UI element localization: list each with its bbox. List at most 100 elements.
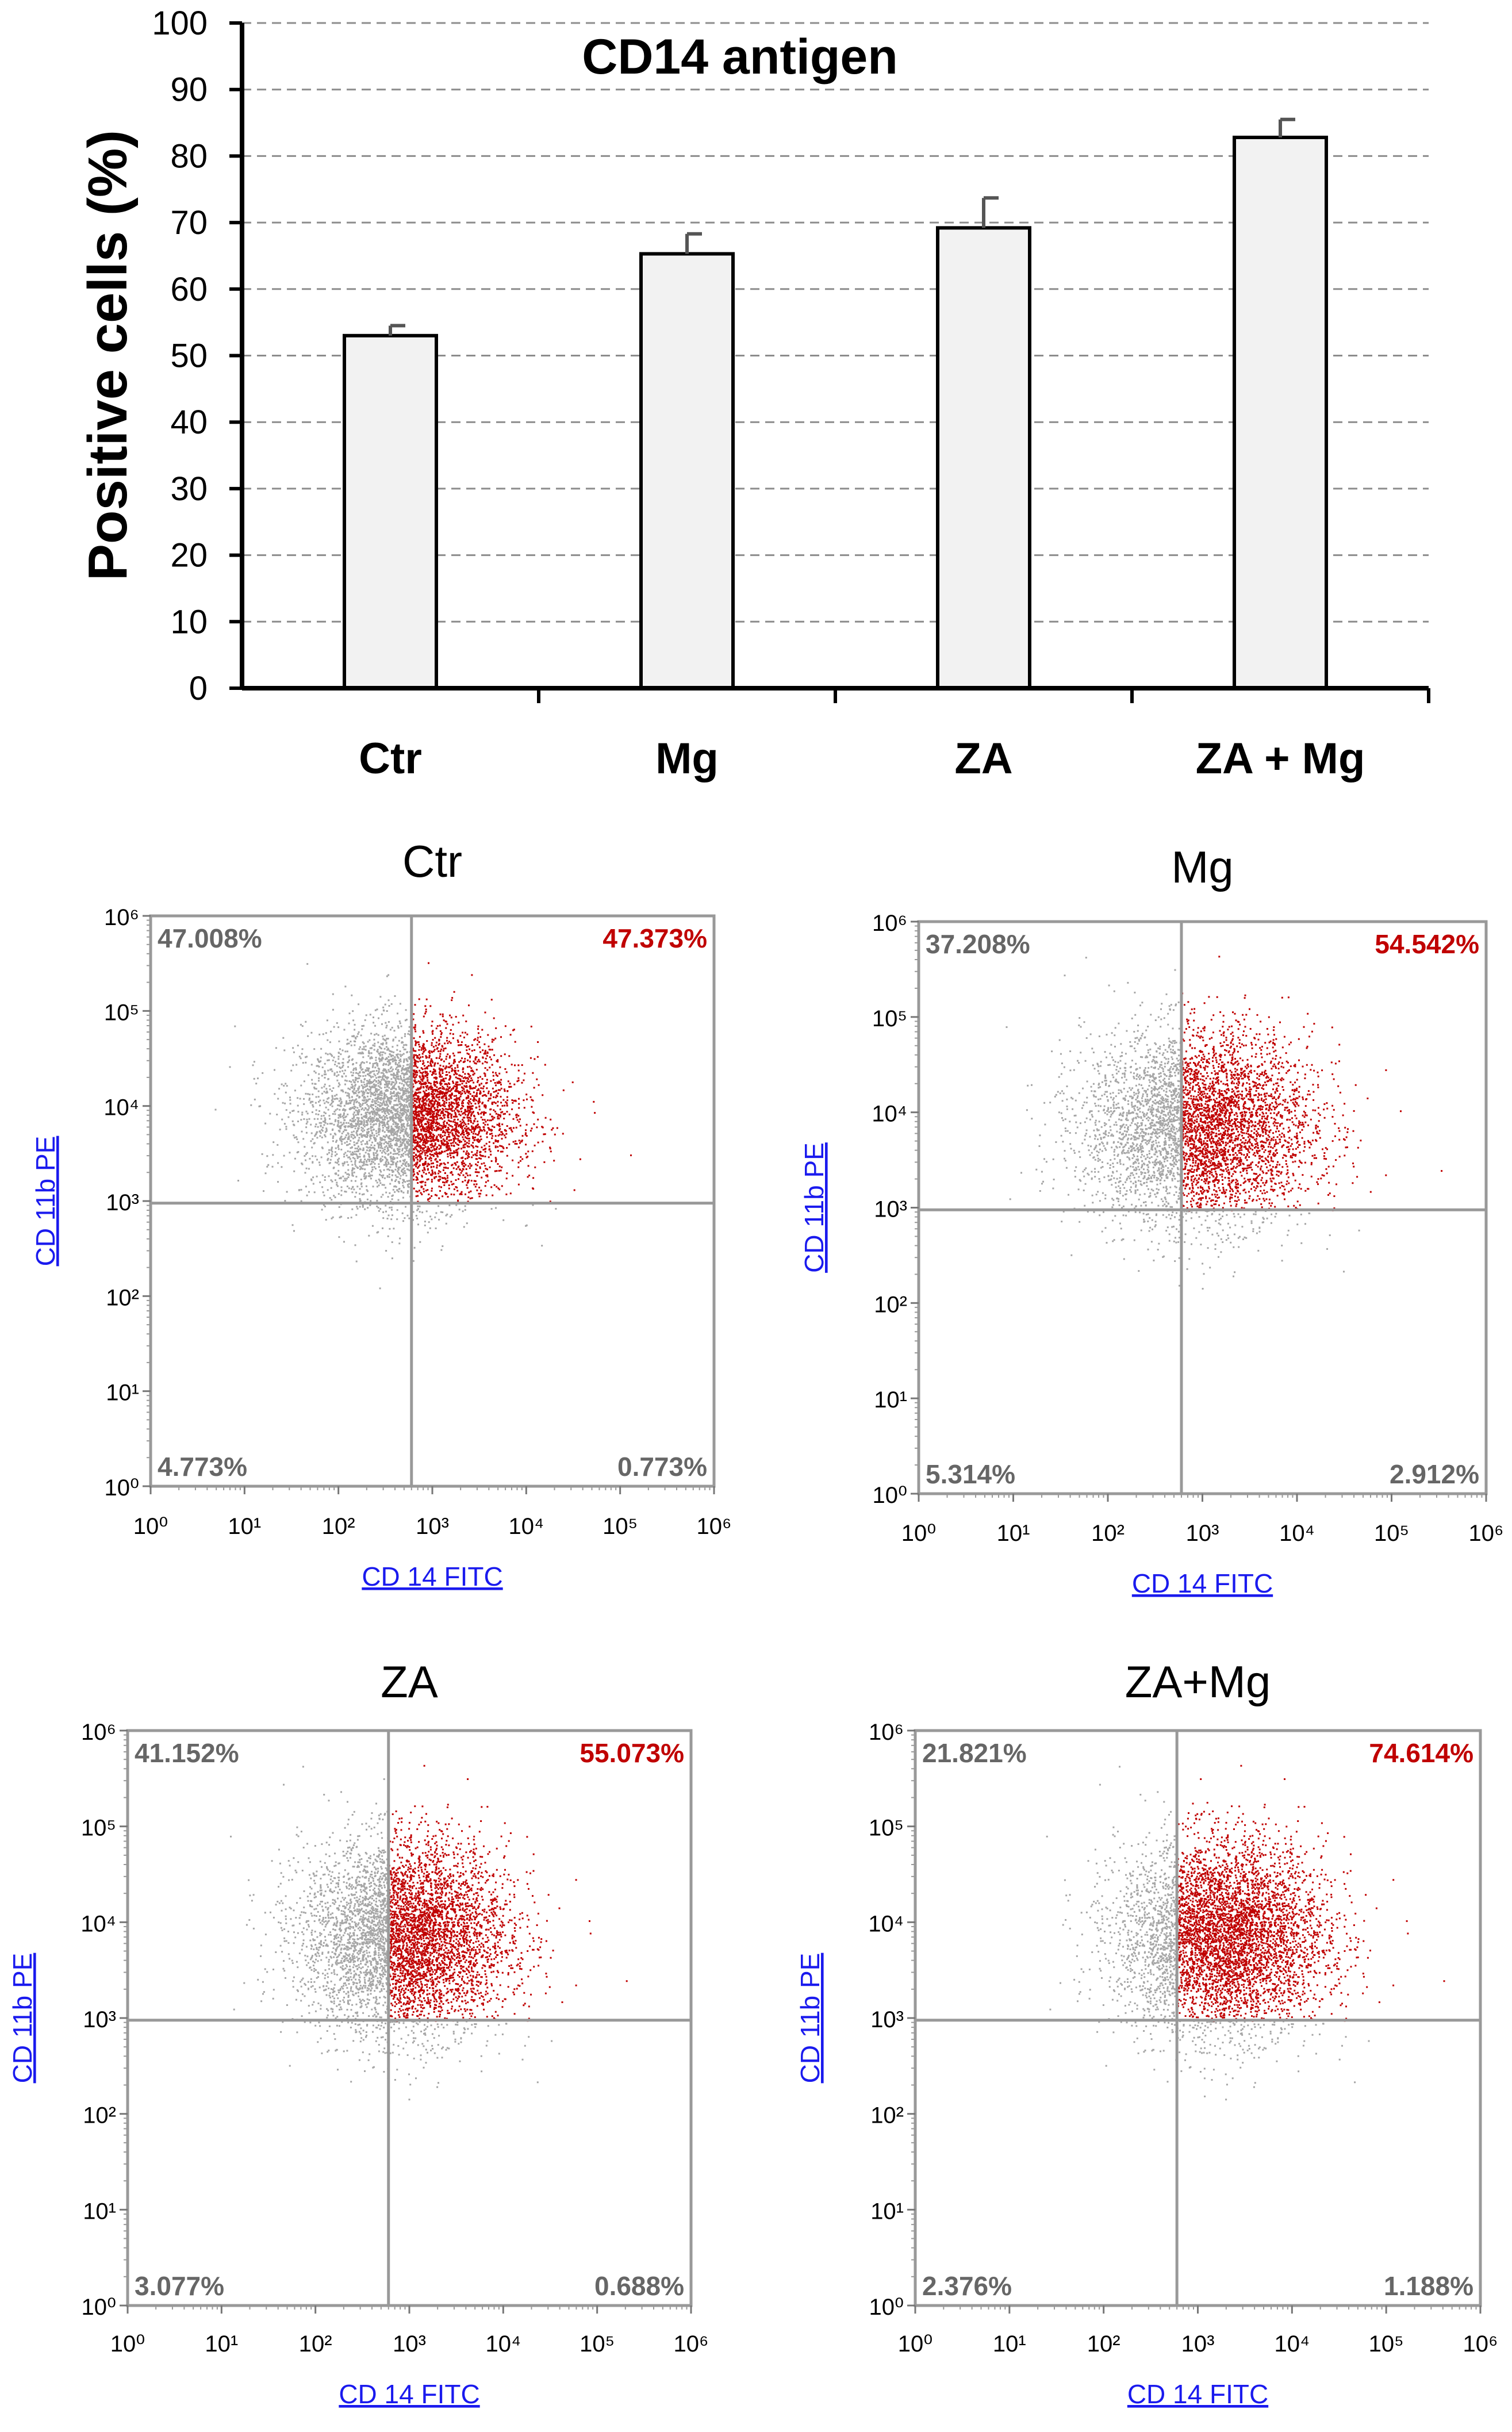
x-tick-label: 10⁶ [697,1514,732,1539]
y-tick-label: 50 [170,337,208,375]
y-tick-label: 10¹ [106,1380,139,1406]
x-tick-label: 10⁴ [508,1514,544,1539]
x-tick-label: 10⁶ [1463,2331,1498,2357]
x-tick-label: 10¹ [228,1514,261,1539]
x-tick-label: 10⁰ [133,1514,168,1539]
negative-events [230,1766,553,2101]
scatter-panel-za-mg: ZA+Mg 10⁰ 10⁰ 10¹ 10¹ 10² 10² 10³ 10³ 10⁴ 10⁴ 10⁵ 10… [795,1656,1498,2409]
quadrant-lower-right: 0.773% [617,1452,707,1482]
y-tick-label: 10² [106,1285,139,1310]
y-tick-label: 10⁵ [869,1816,904,1841]
event-dots [214,962,632,1290]
y-tick-label: 10⁰ [104,1475,139,1501]
quadrant-lower-left: 2.376% [922,2271,1012,2301]
y-tick-label: 10² [870,2103,904,2128]
x-tick-label: 10³ [1181,2331,1215,2357]
x-tick-label: 10¹ [993,2331,1026,2357]
x-tick-label: 10⁵ [580,2331,615,2357]
y-tick-label: 10⁴ [872,1102,907,1127]
y-tick-label: 10³ [874,1197,907,1222]
x-tick-label: 10¹ [205,2331,238,2357]
y-tick-label: 10¹ [83,2199,116,2224]
y-axis-label: Positive cells (%) [77,130,139,581]
quadrant-lower-left: 3.077% [135,2271,224,2301]
x-tick-label: 10⁴ [1279,1521,1315,1546]
scatter-panel-ctr: Ctr 10⁰ 10⁰ 10¹ 10¹ 10² 10² 10³ 10³ 10⁴ 10⁴ 10⁵ 10⁵ 1… [30,836,731,1591]
y-tick-label: 10¹ [874,1387,907,1413]
quadrant-upper-left: 47.008% [158,923,262,953]
y-tick-label: 10⁶ [872,911,907,936]
quadrant-lower-left: 5.314% [926,1459,1015,1489]
error-bars [389,117,1295,336]
y-tick-label: 0 [189,670,208,707]
x-axis-label[interactable]: CD 14 FITC [339,2379,479,2409]
y-axis-label[interactable]: CD 11b PE [799,1142,829,1273]
y-axis-label[interactable]: CD 11b PE [7,1953,37,2084]
positive-events [411,962,632,1205]
y-tick-label: 10⁶ [104,905,139,930]
y-tick-label: 60 [170,271,208,308]
event-dots [1046,1764,1445,2101]
y-tick-label: 10⁰ [81,2295,116,2320]
y-tick-label: 10⁴ [80,1911,116,1936]
y-tick-label: 10⁵ [104,1000,139,1025]
y-tick-label: 90 [170,71,208,109]
x-tick-label: 10² [299,2331,332,2357]
category-label: Ctr [359,734,422,783]
x-tick-label: 10⁶ [674,2331,709,2357]
y-tick-label: 10⁵ [872,1006,907,1031]
category-label: Mg [655,734,719,783]
category-labels: Ctr Mg ZA ZA + Mg [359,734,1365,783]
y-tick-label: 10⁰ [872,1483,907,1508]
y-tick-label: 10³ [83,2007,116,2032]
quadrant-lower-left: 4.773% [158,1452,247,1482]
y-tick-label: 10 [170,603,208,640]
event-dots [230,1764,628,2101]
event-dots [1006,956,1443,1290]
bars [343,136,1328,690]
y-tick-label: 10⁵ [81,1816,116,1841]
x-axis-label[interactable]: CD 14 FITC [1127,2379,1268,2409]
x-axis-label[interactable]: CD 14 FITC [362,1562,502,1591]
quadrant-upper-left: 21.821% [922,1738,1027,1768]
y-axis-label[interactable]: CD 11b PE [795,1953,825,2084]
y-tick-label: 10⁴ [103,1095,139,1121]
positive-events [388,1764,628,2022]
quadrant-upper-left: 41.152% [135,1738,239,1768]
x-tick-label: 10⁶ [1469,1521,1504,1546]
x-tick-label: 10² [1091,1521,1125,1546]
panel-title: Ctr [402,836,462,887]
category-label: ZA [954,734,1012,783]
y-tick-label: 10⁰ [869,2295,904,2320]
y-tick-label: 10³ [106,1190,139,1215]
y-tick-label: 70 [170,204,208,241]
y-tick-label: 10¹ [870,2199,904,2224]
positive-events [1177,1764,1445,2022]
negative-events [1006,957,1360,1290]
panel-title: ZA [381,1656,438,1707]
x-tick-label: 10⁵ [1369,2331,1404,2357]
x-tick-label: 10⁵ [603,1514,638,1539]
positive-events [1181,956,1443,1212]
scatter-panel-za: ZA 10⁰ 10⁰ 10¹ 10¹ 10² 10² 10³ 10³ 10⁴ 10⁴ 10⁵ 10⁵ 10… [7,1656,708,2409]
plot-frame [149,914,716,1488]
y-tick-label: 40 [170,404,208,441]
panel-title: Mg [1171,842,1233,892]
y-tick-label: 100 [152,5,208,42]
x-tick-label: 10³ [1186,1521,1219,1546]
quadrant-lower-right: 2.912% [1390,1459,1479,1489]
x-tick-label: 10⁰ [898,2331,933,2357]
y-tick-label: 10⁶ [81,1720,116,1745]
negative-events [214,963,557,1290]
quadrant-upper-right: 54.542% [1375,929,1479,959]
x-axis-label[interactable]: CD 14 FITC [1132,1568,1273,1598]
y-tick-label: 10² [874,1292,907,1317]
x-tick-label: 10⁰ [110,2331,145,2357]
y-axis-label[interactable]: CD 11b PE [30,1136,60,1267]
bar [936,226,1031,690]
x-tick-label: 10⁴ [1274,2331,1310,2357]
quadrant-upper-left: 37.208% [926,929,1030,959]
quadrant-upper-right: 74.614% [1369,1738,1473,1768]
panel-title: ZA+Mg [1125,1656,1271,1707]
